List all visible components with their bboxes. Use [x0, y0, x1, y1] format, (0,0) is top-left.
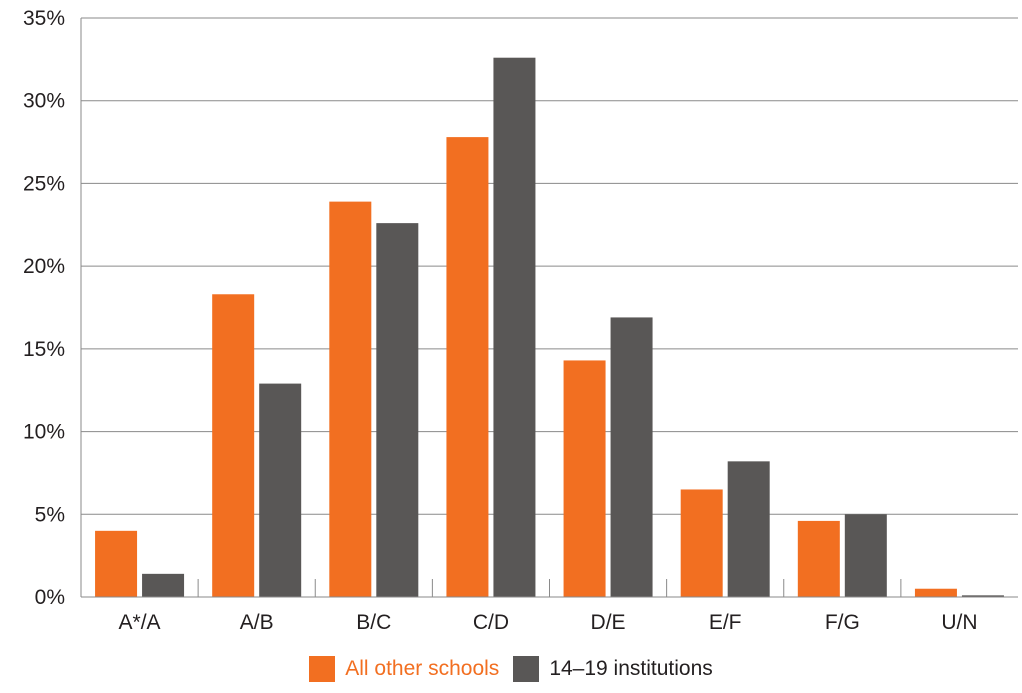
y-tick-label: 30% [23, 90, 65, 113]
x-tick-label: U/N [941, 611, 977, 634]
legend-item-all-other-schools: All other schools [309, 656, 499, 682]
x-tick-label: B/C [356, 611, 391, 634]
y-axis-ticks: 0% 5% 10% 15% 20% 25% 30% 35% [23, 7, 65, 609]
bar-chart: 0% 5% 10% 15% 20% 25% 30% 35% A*/A A/B B/C C/D D/E E… [23, 7, 1018, 634]
legend-label: 14–19 institutions [549, 657, 713, 680]
y-tick-label: 20% [23, 255, 65, 278]
y-tick-label: 10% [23, 421, 65, 444]
bar-all-other-schools [680, 489, 723, 597]
bars [95, 57, 1004, 598]
y-tick-label: 5% [35, 503, 65, 526]
bar-all-other-schools [212, 294, 255, 597]
legend-swatch [309, 656, 336, 682]
bar-all-other-schools [914, 588, 957, 597]
bar-all-other-schools [797, 520, 840, 597]
x-tick-label: C/D [473, 611, 509, 634]
bar-14-19-institutions [259, 383, 302, 597]
x-tick-label: E/F [709, 611, 742, 634]
legend-swatch [513, 656, 540, 682]
x-tick-label: F/G [825, 611, 860, 634]
y-tick-label: 25% [23, 172, 65, 195]
legend-label: All other schools [345, 657, 500, 680]
bar-all-other-schools [563, 360, 606, 597]
axes [80, 18, 1018, 598]
y-tick-label: 0% [35, 586, 65, 609]
bar-14-19-institutions [844, 514, 887, 597]
bar-14-19-institutions [142, 573, 185, 597]
x-tick-label: A*/A [119, 611, 161, 634]
y-tick-label: 35% [23, 7, 65, 30]
x-tick-label: D/E [591, 611, 626, 634]
y-tick-label: 15% [23, 338, 65, 361]
bar-14-19-institutions [961, 595, 1004, 597]
bar-all-other-schools [446, 137, 489, 597]
bar-14-19-institutions [610, 317, 653, 597]
legend: All other schools 14–19 institutions [0, 653, 1022, 685]
legend-item-14-19-institutions: 14–19 institutions [513, 656, 713, 682]
x-axis-ticks: A*/A A/B B/C C/D D/E E/F F/G U/N [119, 611, 978, 634]
x-tick-label: A/B [240, 611, 274, 634]
bar-all-other-schools [95, 530, 138, 597]
bar-14-19-institutions [727, 461, 770, 597]
bar-14-19-institutions [376, 223, 419, 598]
bar-all-other-schools [329, 201, 372, 597]
bar-14-19-institutions [493, 57, 536, 597]
